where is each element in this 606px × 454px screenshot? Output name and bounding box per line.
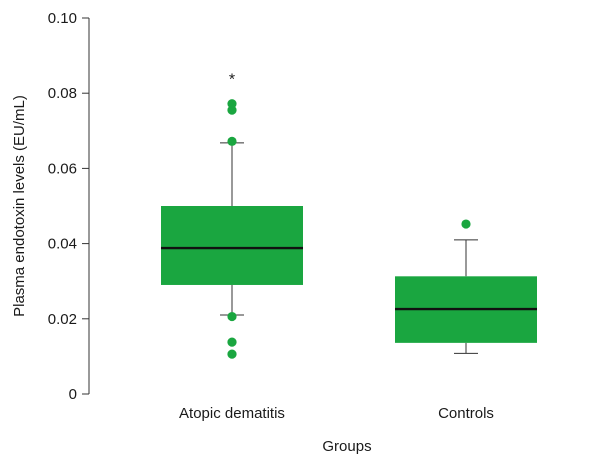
y-tick-label-5: 0.10 <box>48 10 77 27</box>
x-category-label-1: Controls <box>438 405 494 422</box>
y-tick-label-2: 0.04 <box>48 236 77 253</box>
outlier-point-1-0 <box>461 219 471 229</box>
significance-marker-0: * <box>229 72 235 89</box>
x-axis-category-labels: Atopic dematitis Controls <box>179 405 494 422</box>
y-tick-label-1: 0.02 <box>48 311 77 328</box>
outlier-point-0-1 <box>227 105 237 115</box>
box-group-0: * <box>161 72 303 359</box>
box-group-1 <box>395 219 537 354</box>
outlier-point-0-0 <box>227 99 237 109</box>
outlier-point-0-4 <box>227 337 237 347</box>
outlier-point-0-5 <box>227 349 237 359</box>
iqr-box-0 <box>161 206 303 285</box>
y-tick-label-3: 0.06 <box>48 160 77 177</box>
y-tick-label-4: 0.08 <box>48 85 77 102</box>
y-axis-ticks: 0 0.02 0.04 0.06 0.08 0.10 <box>48 10 89 403</box>
plot-area: * <box>161 72 537 359</box>
y-tick-label-0: 0 <box>69 386 77 403</box>
outlier-point-0-3 <box>227 311 237 322</box>
x-category-label-0: Atopic dematitis <box>179 405 285 422</box>
outlier-point-0-2 <box>227 136 237 146</box>
y-axis-title: Plasma endotoxin levels (EU/mL) <box>11 95 28 317</box>
x-axis-title: Groups <box>322 438 371 454</box>
